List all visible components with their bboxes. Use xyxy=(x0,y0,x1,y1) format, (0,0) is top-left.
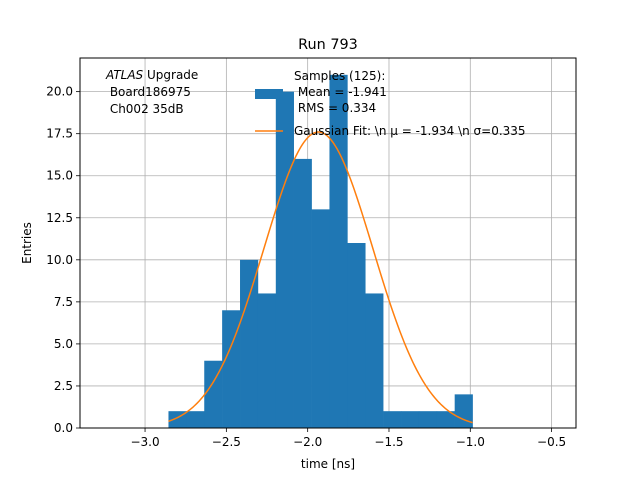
histogram-bar xyxy=(454,394,473,428)
legend-samples-line1: Samples (125): xyxy=(294,69,385,83)
histogram-bar xyxy=(257,293,277,428)
x-tick-label: −3.0 xyxy=(130,435,159,449)
channel-label: Ch002 35dB xyxy=(106,102,184,116)
chart-title: Run 793 xyxy=(298,37,358,53)
plot-frame xyxy=(79,57,577,429)
histogram-bar xyxy=(311,209,330,428)
x-tick-label: −1.5 xyxy=(374,435,403,449)
y-tick-label: 0.0 xyxy=(54,421,73,435)
histogram-bar xyxy=(293,158,312,428)
y-tick-label: 2.5 xyxy=(54,379,73,393)
histogram-bar xyxy=(365,293,384,428)
y-tick-label: 12.5 xyxy=(46,211,73,225)
board-label: Board186975 xyxy=(106,85,191,99)
y-tick-label: 15.0 xyxy=(46,169,73,183)
x-axis-ticks: −3.0 −2.5 −2.0 −1.5 −1.0 −0.5 xyxy=(130,428,566,449)
legend-samples-line2: Mean = -1.941 xyxy=(294,85,387,99)
histogram-bar xyxy=(401,411,420,428)
histogram-bar xyxy=(347,243,366,428)
x-tick-label: −2.0 xyxy=(293,435,322,449)
histogram-bar xyxy=(204,360,223,428)
atlas-label: ATLAS xyxy=(105,68,144,82)
histogram-bar xyxy=(418,411,438,428)
legend-fit-label: Gaussian Fit: \n μ = -1.934 \n σ=0.335 xyxy=(294,124,526,138)
x-tick-label: −2.5 xyxy=(212,435,241,449)
y-tick-label: 10.0 xyxy=(46,253,73,267)
upgrade-label: Upgrade xyxy=(143,68,198,82)
y-tick-label: 17.5 xyxy=(46,127,73,141)
x-tick-label: −1.0 xyxy=(456,435,485,449)
y-axis-label: Entries xyxy=(20,222,34,264)
y-tick-label: 5.0 xyxy=(54,337,73,351)
atlas-annotation: ATLAS Upgrade Board186975 Ch002 35dB xyxy=(105,68,198,116)
histogram-bar xyxy=(275,91,294,429)
histogram-bar xyxy=(329,74,348,429)
x-axis-label: time [ns] xyxy=(301,457,355,471)
x-tick-label: −0.5 xyxy=(537,435,566,449)
histogram-bar xyxy=(186,411,205,428)
y-tick-label: 7.5 xyxy=(54,295,73,309)
histogram-bars xyxy=(168,74,473,429)
legend-samples-line3: RMS = 0.334 xyxy=(294,101,376,115)
svg-text:ATLAS Upgrade: ATLAS Upgrade xyxy=(105,68,198,82)
legend-samples-swatch xyxy=(255,89,283,99)
histogram-bar xyxy=(240,259,259,428)
histogram-bar xyxy=(222,310,241,428)
y-tick-label: 20.0 xyxy=(46,85,73,99)
gaussian-fit-curve xyxy=(168,131,473,424)
histogram-bar xyxy=(383,411,402,428)
histogram-bar xyxy=(436,411,455,428)
legend: Samples (125): Mean = -1.941 RMS = 0.334… xyxy=(255,69,526,138)
y-axis-ticks: 0.0 2.5 5.0 7.5 10.0 12.5 15.0 17.5 20.0 xyxy=(46,85,80,435)
